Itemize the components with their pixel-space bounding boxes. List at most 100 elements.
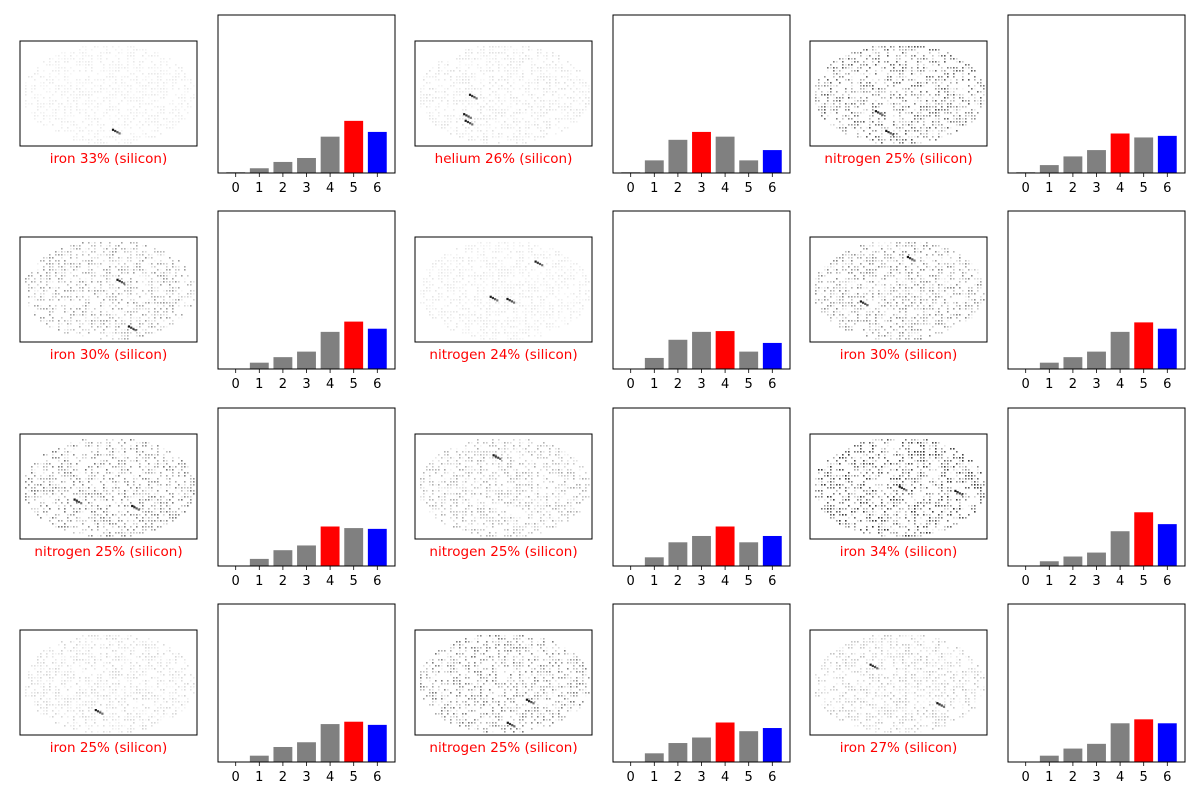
image-pixel (567, 61, 569, 63)
image-pixel (537, 257, 539, 259)
image-pixel (932, 112, 934, 114)
image-pixel (815, 278, 817, 280)
image-pixel (489, 242, 491, 244)
image-pixel (857, 52, 859, 54)
image-pixel (531, 133, 533, 135)
image-pixel (163, 311, 165, 313)
image-pixel (82, 136, 84, 138)
image-pixel (85, 82, 87, 84)
image-pixel (148, 76, 150, 78)
image-pixel (468, 269, 470, 271)
image-pixel (121, 308, 123, 310)
image-pixel (863, 121, 865, 123)
image-pixel (468, 103, 470, 105)
image-pixel (857, 308, 859, 310)
image-pixel (896, 260, 898, 262)
image-pixel (516, 335, 518, 337)
image-pixel (480, 302, 482, 304)
image-pixel (139, 317, 141, 319)
image-pixel (49, 326, 51, 328)
image-pixel (558, 293, 560, 295)
image-pixel (531, 109, 533, 111)
image-pixel (857, 91, 859, 93)
image-pixel (112, 127, 114, 129)
image-pixel (902, 121, 904, 123)
image-pixel (902, 296, 904, 298)
image-pixel (43, 278, 45, 280)
image-pixel (160, 314, 162, 316)
image-pixel (133, 263, 135, 265)
image-pixel (938, 61, 940, 63)
image-pixel (163, 70, 165, 72)
image-pixel (950, 133, 952, 135)
image-pixel (881, 130, 883, 132)
image-pixel (905, 242, 907, 244)
image-pixel (420, 103, 422, 105)
image-pixel (432, 118, 434, 120)
image-pixel (513, 287, 515, 289)
image-pixel (833, 263, 835, 265)
image-pixel (480, 317, 482, 319)
image-pixel (528, 91, 530, 93)
image-dark-spot (471, 123, 474, 126)
image-pixel (980, 299, 982, 301)
image-pixel (420, 290, 422, 292)
image-pixel (516, 118, 518, 120)
image-pixel (450, 284, 452, 286)
image-pixel (932, 284, 934, 286)
image-pixel (462, 100, 464, 102)
image-pixel (109, 260, 111, 262)
x-tick-label: 3 (1092, 181, 1100, 196)
image-pixel (845, 73, 847, 75)
image-pixel (884, 139, 886, 141)
image-pixel (926, 130, 928, 132)
image-pixel (91, 323, 93, 325)
image-pixel (112, 275, 114, 277)
image-pixel (531, 308, 533, 310)
image-pixel (112, 106, 114, 108)
image-pixel (896, 109, 898, 111)
image-pixel (124, 323, 126, 325)
image-pixel (124, 338, 126, 340)
image-pixel (519, 263, 521, 265)
image-pixel (103, 67, 105, 69)
image-pixel (160, 317, 162, 319)
image-pixel (555, 263, 557, 265)
image-pixel (34, 314, 36, 316)
image-pixel (836, 263, 838, 265)
image-pixel (169, 317, 171, 319)
image-pixel (543, 284, 545, 286)
image-pixel (588, 100, 590, 102)
image-pixel (857, 136, 859, 138)
image-pixel (863, 88, 865, 90)
image-pixel (438, 299, 440, 301)
image-pixel (55, 85, 57, 87)
image-pixel (932, 290, 934, 292)
image-pixel (899, 254, 901, 256)
image-pixel (842, 64, 844, 66)
image-pixel (561, 254, 563, 256)
image-pixel (872, 94, 874, 96)
image-pixel (55, 272, 57, 274)
image-pixel (112, 67, 114, 69)
image-pixel (917, 130, 919, 132)
image-pixel (97, 263, 99, 265)
image-pixel (555, 133, 557, 135)
image-pixel (504, 311, 506, 313)
image-pixel (878, 124, 880, 126)
image-pixel (447, 94, 449, 96)
image-pixel (480, 52, 482, 54)
image-pixel (97, 254, 99, 256)
image-pixel (585, 275, 587, 277)
image-pixel (34, 296, 36, 298)
image-pixel (432, 115, 434, 117)
image-pixel (573, 67, 575, 69)
image-pixel (872, 281, 874, 283)
image-pixel (91, 100, 93, 102)
image-pixel (109, 52, 111, 54)
x-tick-label: 4 (721, 377, 729, 392)
image-pixel (127, 46, 129, 48)
image-pixel (181, 70, 183, 72)
image-pixel (450, 85, 452, 87)
image-pixel (510, 269, 512, 271)
